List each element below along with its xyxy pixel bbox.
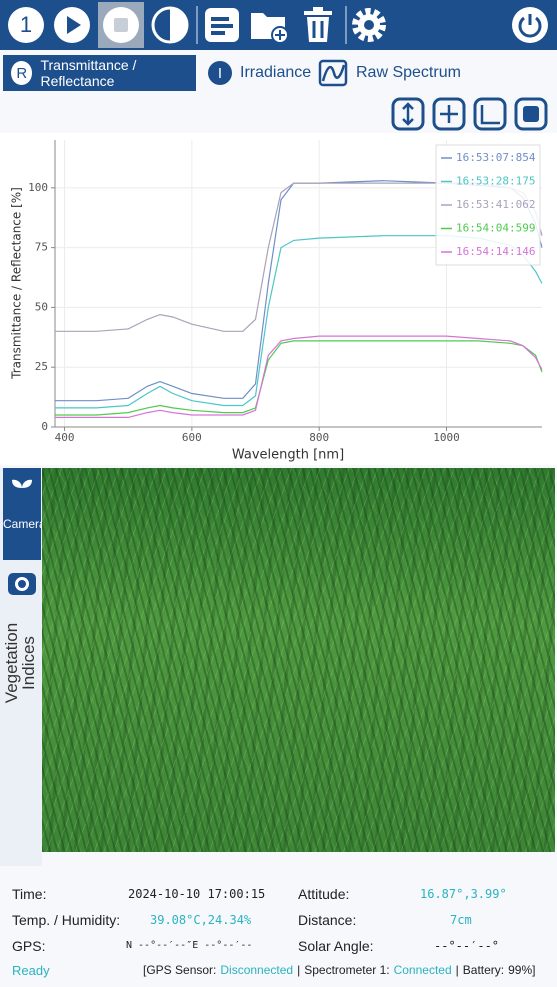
y-tick-label: 75 xyxy=(35,241,48,254)
tab-raw-spectrum[interactable]: Raw Spectrum xyxy=(318,55,461,91)
power-button[interactable] xyxy=(510,5,550,45)
settings-button[interactable] xyxy=(349,5,389,45)
x-axis-title: Wavelength [nm] xyxy=(232,448,344,463)
info-label: Temp. / Humidity: xyxy=(12,912,121,928)
legend-box xyxy=(435,144,541,266)
separator xyxy=(196,6,198,44)
counter: 1 xyxy=(8,7,44,43)
separator xyxy=(345,6,347,44)
spectrum-chart: Wavelength [nm] Transmittance / Reflecta… xyxy=(0,133,557,465)
y-axis-title: Transmittance / Reflectance [%] xyxy=(10,187,24,380)
x-tick-label: 600 xyxy=(182,431,202,444)
contrast-button[interactable] xyxy=(150,5,190,45)
tab-label: Transmittance / Reflectance xyxy=(40,57,137,89)
series-line xyxy=(55,335,543,418)
info-label: Time: xyxy=(12,886,47,902)
legend-label: 16:54:14:146 xyxy=(456,245,535,258)
legend-label: 16:53:07:854 xyxy=(456,151,536,164)
tab-icon: R xyxy=(11,61,33,85)
chart-tools xyxy=(391,97,548,131)
tab-label: Raw Spectrum xyxy=(356,64,461,81)
info-value: 39.08°C,24.34% xyxy=(150,913,252,927)
side-tab-label: Camera xyxy=(3,517,46,531)
series-line xyxy=(55,340,543,416)
info-label: Distance: xyxy=(298,912,357,928)
tab-irradiance[interactable]: I Irradiance xyxy=(200,55,311,91)
info-label: GPS: xyxy=(12,938,46,954)
status-line: [GPS Sensor: Disconnected | Spectrometer 1:… xyxy=(143,963,535,977)
info-value: N --°--′--″E --°--′-- xyxy=(126,940,253,951)
fit-button[interactable] xyxy=(514,97,548,131)
toolbar: 1 xyxy=(0,0,557,50)
x-tick-label: 800 xyxy=(309,431,329,444)
y-tick-label: 50 xyxy=(35,300,48,313)
y-tick-label: 25 xyxy=(35,360,48,373)
legend-label: 16:53:41:062 xyxy=(456,198,535,211)
status-part: | xyxy=(455,963,459,977)
delete-button[interactable] xyxy=(298,5,338,45)
list-button[interactable] xyxy=(202,5,242,45)
tab-icon: I xyxy=(208,61,232,85)
stop-button[interactable] xyxy=(98,2,144,48)
info-panel: Time: 2024-10-10 17:00:15 Attitude: 16.8… xyxy=(0,872,557,987)
status-part: 99%] xyxy=(508,963,536,977)
vegetation-indices-tab[interactable]: Vegetation Indices xyxy=(2,622,38,704)
x-tick-label: 400 xyxy=(55,431,75,444)
folder-add-button[interactable] xyxy=(249,5,289,45)
info-value: 2024-10-10 17:00:15 xyxy=(128,887,266,901)
camera-tab[interactable]: Camera xyxy=(3,468,46,560)
status-part: Battery: xyxy=(462,963,505,977)
tab-bar: R Transmittance / Reflectance I Irradiance… xyxy=(0,52,557,94)
camera-image xyxy=(42,468,555,852)
info-value: 7cm xyxy=(450,913,472,927)
status-part: Spectrometer 1: xyxy=(304,963,390,977)
legend-label: 16:54:04:599 xyxy=(456,222,535,235)
camera-icon[interactable] xyxy=(7,568,37,596)
status-part: Connected xyxy=(393,963,452,977)
info-value: --°--′--° xyxy=(434,939,500,953)
y-tick-label: 100 xyxy=(28,181,48,194)
axes-button[interactable] xyxy=(473,97,507,131)
info-label: Solar Angle: xyxy=(298,938,374,954)
status-state: Ready xyxy=(12,963,50,978)
info-label: Attitude: xyxy=(298,886,350,902)
x-tick-label: 1000 xyxy=(433,431,460,444)
tab-label: Irradiance xyxy=(240,64,312,81)
legend-label: 16:53:28:175 xyxy=(456,175,535,188)
status-part: | xyxy=(297,963,301,977)
status-part: [GPS Sensor: xyxy=(143,963,217,977)
play-button[interactable] xyxy=(52,5,92,45)
side-panel: Camera Vegetation Indices xyxy=(0,468,46,866)
y-tick-label: 0 xyxy=(41,420,48,433)
pan-button[interactable] xyxy=(432,97,466,131)
info-value: 16.87°,3.99° xyxy=(420,887,507,901)
status-part: Disconnected xyxy=(220,963,294,977)
counter-button[interactable]: 1 xyxy=(6,5,46,45)
tab-transmittance[interactable]: R Transmittance / Reflectance xyxy=(3,55,196,91)
zoom-y-button[interactable] xyxy=(391,97,425,131)
